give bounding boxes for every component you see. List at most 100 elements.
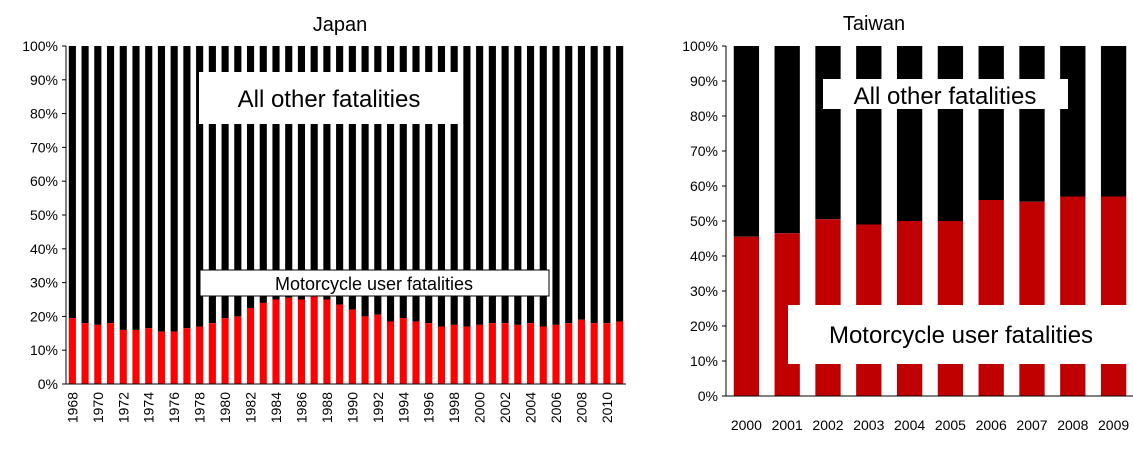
taiwan-y-tick-label: 90%: [690, 73, 718, 89]
japan-bar-other-1992: [374, 46, 382, 315]
japan-bar-moto-2009: [590, 323, 598, 384]
taiwan-bar-moto-2009: [1100, 196, 1127, 396]
japan-bar-moto-1981: [234, 316, 242, 384]
taiwan-x-tick-label: 2005: [935, 417, 966, 433]
japan-y-tick-label: 100%: [22, 38, 58, 54]
taiwan-x-tick-label: 2008: [1057, 417, 1088, 433]
japan-y-tick-label: 80%: [30, 106, 58, 122]
japan-bar-other-1969: [81, 46, 89, 324]
japan-bar-moto-2008: [577, 319, 586, 384]
japan-bar-other-2007: [565, 46, 573, 324]
japan-bars: [68, 46, 624, 384]
japan-x-tick-label: 1982: [243, 392, 259, 423]
japan-bar-other-1984: [272, 46, 280, 300]
japan-bar-moto-2007: [565, 323, 573, 384]
japan-bar-other-2001: [488, 46, 496, 324]
taiwan-bar-other-2009: [1100, 46, 1127, 197]
japan-chart: Japan 0%10%20%30%40%50%60%70%80%90%100% …: [22, 14, 626, 423]
japan-bar-moto-1989: [336, 304, 344, 384]
japan-y-tick-label: 90%: [30, 72, 58, 88]
japan-bar-moto-2010: [603, 323, 611, 384]
japan-x-tick-label: 1992: [370, 392, 386, 423]
japan-x-tick-label: 2008: [573, 392, 589, 423]
japan-bar-other-1983: [259, 46, 267, 303]
japan-bar-other-2008: [577, 46, 586, 320]
japan-y-tick-label: 40%: [30, 241, 58, 257]
japan-y-tick-label: 70%: [30, 139, 58, 155]
japan-bar-moto-1982: [246, 307, 255, 384]
taiwan-moto-label-box: [788, 305, 1133, 364]
taiwan-bar-moto-2008: [1060, 196, 1086, 396]
japan-bar-moto-1997: [437, 326, 446, 384]
taiwan-bar-other-2003: [856, 46, 882, 225]
taiwan-bar-moto-2006: [978, 200, 1004, 396]
taiwan-x-tick-label: 2009: [1098, 417, 1129, 433]
japan-bar-other-2009: [590, 46, 598, 324]
taiwan-bar-other-2001: [774, 46, 800, 234]
taiwan-y-tick-label: 10%: [690, 353, 718, 369]
japan-bar-other-1990: [348, 46, 356, 310]
taiwan-x-tick-label: 2001: [772, 417, 803, 433]
taiwan-chart: Taiwan 0% 10% 20% 30% 40% 50% 60% 70% 80% 90% 100%…: [682, 13, 1133, 433]
taiwan-bar-moto-2000: [733, 236, 760, 396]
japan-bar-other-1998: [450, 46, 458, 325]
japan-bar-moto-2003: [514, 324, 522, 384]
japan-moto-label: Motorcycle user fatalities: [275, 274, 473, 294]
japan-bar-moto-1977: [183, 328, 191, 384]
japan-x-tick-label: 1994: [395, 392, 411, 423]
japan-bar-moto-1969: [81, 323, 89, 384]
japan-moto-label-box: [199, 269, 550, 297]
japan-bar-moto-1990: [348, 309, 356, 384]
japan-bar-other-1972: [119, 46, 127, 330]
taiwan-bar-other-2007: [1019, 46, 1045, 202]
japan-x-tick-label: 2006: [548, 392, 564, 423]
japan-x-tick-label: 2004: [523, 392, 539, 423]
japan-bar-other-1973: [132, 46, 140, 330]
taiwan-bar-other-2006: [978, 46, 1004, 200]
japan-bar-other-1993: [386, 46, 395, 322]
japan-bar-moto-2005: [539, 326, 547, 384]
japan-bar-moto-2000: [476, 324, 484, 384]
japan-bar-other-1991: [361, 46, 369, 317]
japan-bar-moto-1972: [119, 329, 127, 384]
japan-bar-other-2003: [514, 46, 522, 325]
japan-bar-other-1997: [437, 46, 446, 327]
japan-bar-other-2011: [616, 46, 624, 322]
japan-bar-other-1971: [106, 46, 115, 324]
japan-bar-moto-2002: [501, 323, 509, 384]
taiwan-moto-label: Motorcycle user fatalities: [829, 322, 1093, 349]
japan-bar-other-1999: [463, 46, 471, 327]
japan-bar-moto-1993: [386, 321, 395, 384]
japan-bar-other-1986: [297, 46, 306, 300]
japan-bar-moto-1975: [157, 331, 166, 384]
taiwan-y-tick-label: 30%: [690, 283, 718, 299]
japan-bar-moto-1999: [463, 326, 471, 384]
taiwan-x-tick-label: 2000: [731, 417, 762, 433]
japan-bar-other-1975: [157, 46, 166, 332]
japan-bar-other-1981: [234, 46, 242, 317]
japan-bar-other-2006: [552, 46, 560, 325]
japan-bar-moto-1996: [425, 323, 433, 384]
japan-x-tick-label: 1972: [115, 392, 131, 423]
japan-x-tick-label: 2000: [472, 392, 488, 423]
taiwan-bar-moto-2007: [1019, 201, 1045, 396]
japan-bar-other-1995: [412, 46, 420, 322]
japan-bar-moto-1978: [196, 326, 204, 384]
japan-bar-other-1982: [246, 46, 255, 308]
japan-x-tick-label: 1980: [217, 392, 233, 423]
japan-bar-other-1980: [221, 46, 229, 319]
japan-bar-other-1985: [285, 46, 293, 298]
japan-x-tick-label: 1974: [141, 392, 157, 423]
japan-bar-other-1976: [170, 46, 178, 332]
japan-y-tick-label: 20%: [30, 308, 58, 324]
japan-chart-title: Japan: [313, 14, 368, 36]
japan-bar-moto-1984: [272, 299, 280, 384]
japan-bar-moto-1986: [297, 299, 306, 384]
japan-bar-other-1988: [323, 46, 331, 300]
taiwan-bar-other-2004: [896, 46, 923, 221]
japan-y-tick-label: 10%: [30, 342, 58, 358]
japan-bar-other-2000: [476, 46, 484, 325]
japan-x-tick-label: 1990: [344, 392, 360, 423]
taiwan-bar-other-2002: [815, 46, 841, 220]
